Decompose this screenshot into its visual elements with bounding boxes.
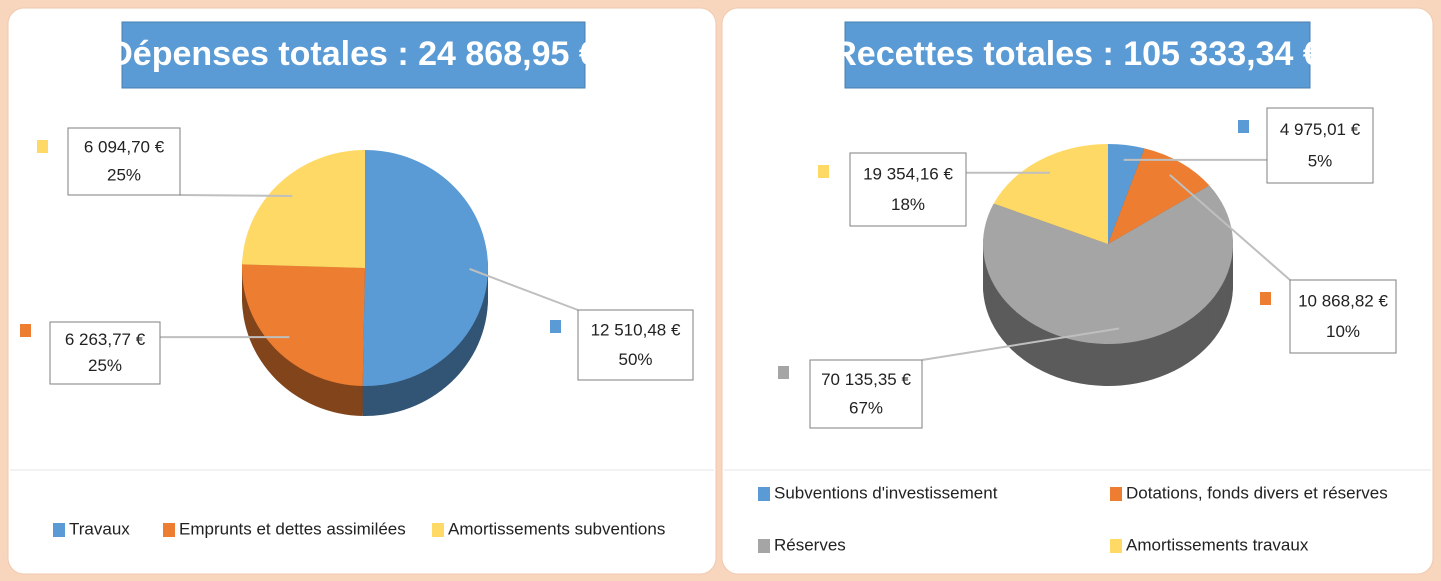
legend-label: Amortissements subventions [448,519,665,538]
label-key [1238,120,1249,133]
pie-slice [1108,148,1210,244]
label-key [20,324,31,337]
pie-slice [241,264,365,386]
legend-swatch [1110,539,1122,553]
pie-slice [1108,144,1145,244]
legend-label: Dotations, fonds divers et réserves [1126,483,1388,502]
callout-line [921,327,1120,361]
legend-label: Emprunts et dettes assimilées [179,519,406,538]
label-box [577,309,694,381]
label-key [818,165,829,178]
data-label: 6 263,77 € [65,330,146,349]
pie-slice [242,149,365,268]
label-key [1260,292,1271,305]
chart-title: Recettes totales : 105 333,34 € [832,35,1322,73]
legend-swatch [432,523,444,537]
data-label: 4 975,01 € [1280,120,1361,139]
pie-slice [993,144,1108,244]
percent-label: 67% [849,398,883,417]
legend-swatch [758,539,770,553]
label-box [1266,107,1374,184]
percent-label: 10% [1326,322,1360,341]
legend-swatch [1110,487,1122,501]
data-label: 10 868,82 € [1298,291,1388,310]
legend-label: Travaux [69,519,130,538]
label-key [37,140,48,153]
pie-slice [362,150,489,386]
label-box [809,359,923,429]
label-box [49,321,161,385]
label-key [550,320,561,333]
data-label: 19 354,16 € [863,164,953,183]
legend-label: Amortissements travaux [1126,535,1309,554]
percent-label: 25% [88,356,122,375]
data-label: 12 510,48 € [591,320,681,339]
legend-swatch [163,523,175,537]
legend-label: Subventions d'investissement [774,483,998,502]
legend-label: Réserves [774,535,846,554]
percent-label: 50% [618,350,652,369]
label-key [778,366,789,379]
data-label: 70 135,35 € [821,370,911,389]
label-box [1289,279,1397,354]
label-box [849,152,967,227]
callout-line [179,194,293,197]
label-box [67,127,181,196]
percent-label: 25% [107,166,141,185]
percent-label: 5% [1308,151,1333,170]
chart-title: Dépenses totales : 24 868,95 € [108,35,598,73]
pie-slice [982,185,1233,344]
callout-line [1169,174,1291,281]
title-box [121,21,586,89]
data-label: 6 094,70 € [84,138,165,157]
title-box [844,21,1311,89]
callout-line [469,268,579,311]
legend-swatch [758,487,770,501]
percent-label: 18% [891,195,925,214]
legend-swatch [53,523,65,537]
